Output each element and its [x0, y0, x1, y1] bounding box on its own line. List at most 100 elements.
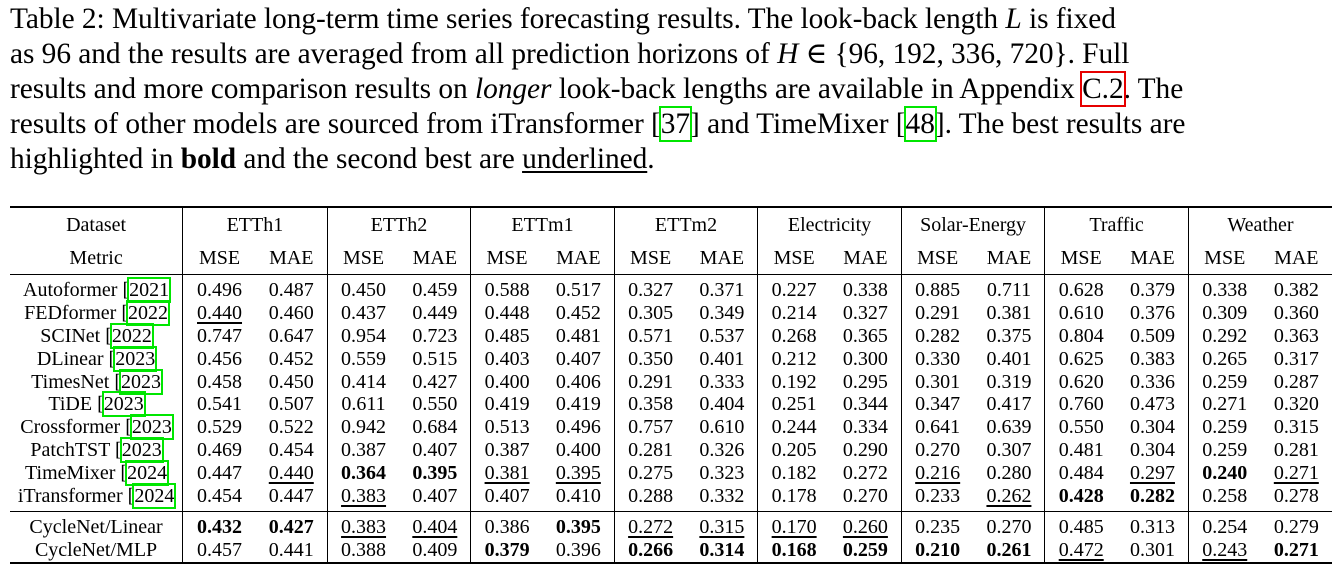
spacer-cell [686, 274, 759, 279]
value-cell: 0.272 [614, 516, 686, 539]
appendix-link[interactable]: C.2 [1080, 71, 1126, 107]
value: 0.611 [341, 393, 386, 416]
value-cell: 0.301 [901, 370, 973, 393]
value-cell: 0.287 [1261, 370, 1332, 393]
model-citation[interactable]: 2023 [113, 345, 158, 372]
value: 0.550 [1058, 416, 1104, 439]
value: 0.537 [699, 324, 745, 347]
value-cell: 0.301 [1117, 538, 1189, 564]
value: 0.315 [1273, 416, 1319, 439]
value: 0.288 [628, 484, 674, 507]
value: 0.387 [484, 438, 530, 461]
model-citation[interactable]: 2023 [101, 391, 146, 418]
value-cell: 0.332 [686, 484, 759, 507]
model-name: TimesNet [2023 [10, 368, 184, 395]
value-cell: 0.240 [1188, 461, 1260, 484]
value-cell: 0.338 [1188, 279, 1260, 302]
value-cell: 0.395 [542, 515, 615, 539]
value-cell: 0.371 [686, 279, 759, 302]
value: 0.275 [628, 461, 674, 484]
value: 0.227 [771, 279, 817, 302]
citation-link[interactable]: 37 [658, 106, 693, 142]
value-cell: 0.449 [399, 301, 472, 325]
value: 0.304 [1129, 438, 1175, 461]
value-cell: 0.266 [614, 538, 687, 564]
table-row: PatchTST [2023 0.469 0.454 0.387 0.407 0.387 0… [10, 436, 1332, 463]
value-cell: 0.205 [758, 439, 830, 462]
metric-header: MAE [399, 242, 472, 275]
model-citation[interactable]: 2024 [132, 482, 177, 509]
value: 0.297 [1129, 461, 1175, 484]
value: 0.338 [1202, 279, 1248, 302]
value-cell: 0.684 [399, 415, 472, 439]
model-citation[interactable]: 2023 [119, 436, 164, 463]
value: 0.487 [268, 279, 314, 302]
value-cell: 0.315 [686, 515, 759, 539]
value-cell: 0.304 [1117, 438, 1189, 462]
value-cell: 0.305 [614, 302, 686, 325]
value: 0.281 [1273, 438, 1319, 461]
value: 0.381 [484, 461, 530, 484]
caption-underline: underlined [522, 143, 648, 175]
model-citation[interactable]: 2024 [125, 459, 170, 486]
spacer-cell [614, 274, 687, 279]
value: 0.407 [412, 438, 458, 461]
value-cell: 0.304 [1117, 415, 1189, 439]
model-name: Autoformer [2021 [10, 277, 184, 304]
value: 0.452 [268, 347, 314, 370]
value: 0.379 [484, 539, 530, 562]
model-citation[interactable]: 2021 [127, 277, 172, 304]
model-citation[interactable]: 2023 [129, 414, 174, 441]
value: 0.457 [197, 539, 243, 562]
value-cell: 0.388 [327, 538, 400, 564]
value-cell: 0.227 [758, 279, 830, 302]
value-cell: 0.407 [542, 347, 615, 371]
value: 0.610 [699, 416, 745, 439]
value: 0.259 [1202, 438, 1248, 461]
value-cell: 0.485 [1045, 516, 1117, 539]
spacer-cell [973, 511, 1046, 516]
caption-text: ]. The best results are [934, 108, 1186, 140]
value: 0.517 [555, 279, 601, 302]
model-citation[interactable]: 2023 [118, 368, 163, 395]
value-cell: 0.313 [1117, 515, 1189, 539]
value: 0.313 [1129, 516, 1175, 539]
spacer-cell [399, 506, 472, 512]
value: 0.395 [555, 516, 601, 539]
value-cell: 0.507 [255, 392, 328, 416]
value-cell: 0.401 [686, 347, 759, 371]
value-cell: 0.747 [183, 325, 256, 348]
value: 0.272 [842, 461, 888, 484]
value-cell: 0.711 [973, 279, 1046, 302]
value-cell: 0.375 [973, 324, 1046, 348]
value-cell: 0.395 [399, 461, 472, 485]
value-cell: 0.419 [542, 392, 615, 416]
model-citation[interactable]: 2022 [126, 300, 170, 327]
value: 0.404 [412, 516, 458, 539]
metric-header: MSE [198, 246, 241, 269]
value-cell: 0.537 [686, 324, 759, 348]
value: 0.270 [986, 516, 1032, 539]
value: 0.484 [1058, 461, 1104, 484]
value: 0.334 [842, 416, 888, 439]
value-cell: 0.281 [614, 439, 686, 462]
spacer-cell [1260, 511, 1332, 516]
model-citation[interactable]: 2022 [109, 322, 154, 349]
citation-link[interactable]: 48 [903, 106, 937, 142]
value: 0.371 [699, 279, 745, 302]
value: 0.406 [555, 370, 601, 393]
value: 0.747 [197, 324, 243, 347]
value: 0.458 [197, 370, 243, 393]
value-cell: 0.419 [471, 393, 543, 416]
caption-line-4: results of other models are sourced from… [10, 106, 1328, 142]
value-cell: 0.454 [255, 438, 328, 462]
model-label: DLinear [36, 347, 104, 370]
value-cell: 0.457 [182, 538, 256, 564]
value: 0.954 [341, 324, 387, 347]
model-label: TimeMixer [25, 461, 116, 484]
spacer-cell [255, 511, 328, 516]
value: 0.271 [1202, 393, 1248, 416]
dataset-header: Traffic [1044, 206, 1189, 242]
value-cell: 0.414 [327, 370, 399, 393]
caption-text: . [647, 143, 655, 175]
